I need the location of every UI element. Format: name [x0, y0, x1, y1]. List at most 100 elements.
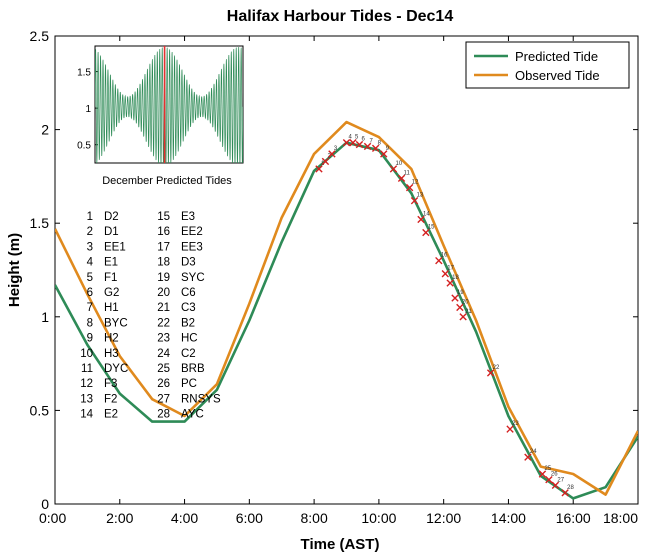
station-marker: [380, 150, 388, 158]
station-marker: [342, 139, 351, 147]
station-code: PC: [181, 378, 197, 390]
x-tick-label: 0:00: [39, 510, 66, 526]
station-marker-number: 18: [452, 275, 459, 281]
legend: Predicted Tide Observed Tide: [465, 41, 630, 89]
x-tick-label: 16:00: [556, 510, 591, 526]
station-number: 7: [87, 302, 93, 314]
station-code: F2: [104, 393, 117, 405]
station-number: 20: [157, 287, 170, 299]
station-code: H1: [104, 302, 119, 314]
station-number: 28: [157, 409, 170, 421]
inset-caption: December Predicted Tides: [102, 175, 232, 187]
station-code: B2: [181, 317, 195, 329]
station-code: E2: [104, 409, 118, 421]
station-number: 14: [80, 409, 93, 421]
station-marker-number: 14: [423, 211, 430, 217]
station-marker: [451, 294, 459, 302]
station-marker-number: 22: [493, 365, 500, 371]
station-number: 16: [157, 226, 170, 238]
plot-area: 0:00 2:00 4:00 6:00 8:00 10:00 12:00 14:00 16:00…: [30, 28, 639, 526]
station-number: 2: [87, 226, 93, 238]
station-marker: [441, 270, 449, 278]
station-number: 6: [87, 287, 93, 299]
station-code: E1: [104, 257, 118, 269]
station-marker: [389, 165, 398, 173]
chart-title: Halifax Harbour Tides - Dec14: [227, 8, 454, 25]
station-code: EE3: [181, 241, 203, 253]
x-tick-label: 8:00: [300, 510, 327, 526]
station-number: 9: [87, 333, 93, 345]
station-marker: [422, 228, 430, 237]
station-code: HC: [181, 333, 198, 345]
x-tick-label: 2:00: [106, 510, 133, 526]
station-marker: [446, 279, 454, 287]
station-marker-number: 16: [441, 253, 448, 259]
y-tick-label: 2: [41, 122, 49, 138]
station-number: 13: [80, 393, 93, 405]
station-marker: [355, 140, 364, 149]
station-marker-number: 8: [378, 140, 382, 146]
station-marker-number: 26: [551, 472, 558, 478]
station-code: BRB: [181, 363, 205, 375]
station-code: E3: [181, 211, 195, 223]
station-number: 19: [157, 272, 170, 284]
station-marker-number: 20: [462, 299, 469, 305]
x-tick-label: 18:00: [603, 510, 638, 526]
station-number: 5: [87, 272, 93, 284]
inset-tick-label: 1: [85, 104, 91, 115]
legend-label-observed: Observed Tide: [515, 68, 600, 83]
station-code: H2: [104, 333, 119, 345]
station-marker: [328, 150, 336, 158]
x-tick-label: 12:00: [426, 510, 461, 526]
station-marker: [545, 475, 553, 484]
station-code: F3: [104, 378, 117, 390]
station-marker-number: 19: [457, 290, 464, 296]
station-number: 15: [157, 211, 170, 223]
station-marker-number: 6: [361, 137, 365, 143]
station-marker-number: 7: [370, 138, 374, 144]
station-code: D3: [181, 257, 196, 269]
inset-tick-label: 1.5: [77, 68, 91, 79]
station-code: DYC: [104, 363, 128, 375]
station-marker-number: 11: [404, 170, 411, 176]
station-marker-number: 13: [417, 193, 424, 199]
y-tick-label: 0.5: [30, 402, 50, 418]
station-code: C3: [181, 302, 196, 314]
station-code: F1: [104, 272, 117, 284]
station-number: 18: [157, 257, 170, 269]
station-code: H3: [104, 348, 119, 360]
station-marker: [459, 313, 467, 321]
station-marker-number: 4: [349, 135, 353, 141]
station-marker: [363, 142, 372, 151]
station-code: G2: [104, 287, 119, 299]
station-number: 4: [87, 257, 94, 269]
station-code: EE1: [104, 241, 126, 253]
y-tick-label: 1: [41, 309, 49, 325]
station-marker: [405, 183, 414, 192]
y-tick-label: 1.5: [30, 215, 50, 231]
station-marker-number: 3: [334, 146, 338, 152]
station-marker-number: 17: [447, 266, 454, 272]
station-marker: [397, 174, 406, 182]
station-code: BYC: [104, 317, 128, 329]
observed-tide-line: [55, 120, 638, 496]
station-number: 10: [80, 348, 93, 360]
station-marker: [551, 481, 560, 489]
station-marker-number: 10: [395, 161, 402, 167]
station-marker: [524, 453, 532, 461]
station-number: 11: [81, 363, 93, 375]
station-number: 27: [157, 393, 170, 405]
station-code: D2: [104, 211, 119, 223]
station-marker: [417, 215, 425, 224]
station-number: 8: [87, 317, 93, 329]
station-number: 12: [80, 378, 93, 390]
station-marker-number: 25: [544, 466, 551, 472]
station-number: 22: [157, 317, 170, 329]
station-code: C2: [181, 348, 196, 360]
x-tick-label: 14:00: [491, 510, 526, 526]
y-axis-label: Height (m): [6, 233, 23, 307]
station-marker-number: 5: [355, 135, 359, 141]
station-marker: [486, 369, 495, 377]
station-marker: [321, 157, 330, 166]
